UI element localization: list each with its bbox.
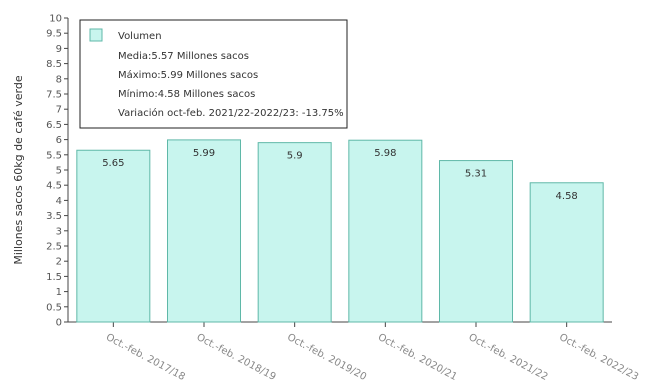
y-tick-label: 3.5 — [46, 211, 62, 222]
x-axis: Oct.-feb. 2017/18 Oct.-feb. 2018/19 Oct.-f… — [68, 321, 640, 383]
y-tick-label: 4.5 — [46, 181, 62, 192]
y-tick-label: 1.5 — [46, 272, 62, 283]
x-tick-label: Oct.-feb. 2020/21 — [376, 332, 459, 383]
bar-value-label: 5.9 — [287, 151, 303, 162]
y-tick-label: 0 — [56, 318, 62, 329]
y-tick-label: 9.5 — [46, 29, 62, 40]
y-tick-label: 8 — [56, 74, 62, 85]
bar-value-label: 5.31 — [465, 169, 487, 180]
y-tick-label: 6 — [56, 135, 62, 146]
y-tick-label: 1 — [56, 287, 62, 298]
legend-swatch — [89, 28, 103, 42]
legend: Volumen Media:5.57 Millones sacos Máximo… — [79, 19, 348, 129]
legend-max: Máximo:5.99 Millones sacos — [118, 69, 258, 81]
y-tick-label: 6.5 — [46, 120, 62, 131]
y-axis-title: Millones sacos 60kg de café verde — [12, 75, 25, 264]
bar — [348, 139, 423, 323]
y-tick-label: 2.5 — [46, 242, 62, 253]
legend-series-name: Volumen — [118, 31, 162, 42]
y-tick-label: 7 — [56, 105, 62, 116]
legend-min: Mínimo:4.58 Millones sacos — [118, 88, 255, 100]
x-tick-label: Oct.-feb. 2021/22 — [467, 332, 550, 383]
legend-variation: Variación oct-feb. 2021/22-2022/23: -13.… — [118, 107, 344, 119]
legend-mean: Media:5.57 Millones sacos — [118, 51, 249, 62]
bar — [76, 149, 151, 323]
y-tick-label: 2 — [56, 257, 62, 268]
x-tick-label: Oct.-feb. 2022/23 — [557, 332, 640, 383]
y-tick-label: 7.5 — [46, 90, 62, 101]
bar-value-label: 4.58 — [556, 191, 578, 202]
bar-value-label: 5.65 — [102, 158, 124, 169]
y-tick-label: 10 — [49, 14, 62, 25]
x-tick-label: Oct.-feb. 2018/19 — [195, 332, 278, 383]
bars: 5.65 5.99 5.9 5.98 5.31 4.58 — [76, 139, 604, 323]
y-tick-label: 9 — [56, 44, 62, 55]
y-tick-label: 5.5 — [46, 150, 62, 161]
bar — [439, 160, 513, 323]
legend-box — [79, 19, 348, 129]
bar-value-label: 5.98 — [374, 148, 396, 159]
bar-value-label: 5.99 — [193, 148, 215, 159]
bar — [529, 182, 604, 323]
y-tick-label: 0.5 — [46, 302, 62, 313]
y-axis: 0 0.5 1 1.5 2 2.5 3 3.5 4 4.5 5 5.5 6 6.5 7 7.5 8 8.5 9 9.5… — [46, 14, 69, 329]
y-tick-label: 8.5 — [46, 59, 62, 70]
bar — [257, 142, 332, 323]
x-tick-label: Oct.-feb. 2017/18 — [104, 332, 187, 383]
y-tick-label: 5 — [56, 166, 62, 177]
x-tick-label: Oct.-feb. 2019/20 — [285, 332, 368, 383]
y-tick-label: 4 — [56, 196, 62, 207]
bar — [167, 139, 241, 323]
y-tick-label: 3 — [56, 226, 62, 237]
